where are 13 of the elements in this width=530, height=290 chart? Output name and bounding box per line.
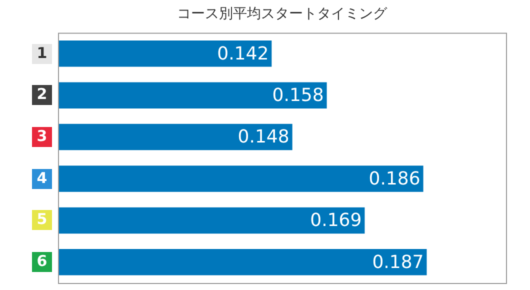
number-badge: 1 bbox=[32, 44, 52, 64]
number-badge: 5 bbox=[32, 210, 52, 230]
data-label: 0.142 bbox=[217, 43, 269, 64]
number-badge: 6 bbox=[32, 252, 52, 272]
number-badge: 4 bbox=[32, 168, 52, 189]
data-label: 0.158 bbox=[272, 85, 324, 106]
data-label: 0.187 bbox=[372, 252, 424, 273]
data-label: 0.186 bbox=[368, 168, 420, 190]
number-badge: 3 bbox=[32, 127, 52, 148]
number-badge: 2 bbox=[32, 85, 52, 106]
data-label: 0.169 bbox=[310, 210, 362, 232]
chart-title: コース別平均スタートタイミング bbox=[177, 6, 388, 22]
data-label: 0.148 bbox=[238, 126, 290, 148]
